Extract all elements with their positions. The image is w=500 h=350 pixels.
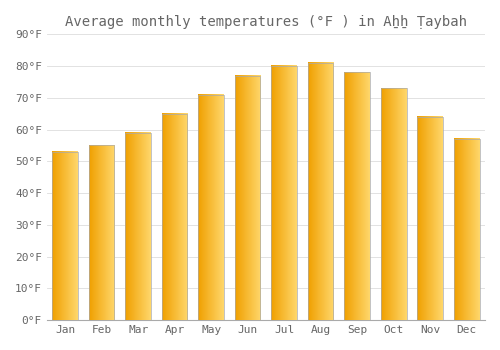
Bar [381,88,406,320]
Title: Average monthly temperatures (°F ) in Aẖẖ Ṭaybah: Average monthly temperatures (°F ) in Aẖ… [65,15,467,29]
Bar [418,117,443,320]
Bar [162,114,188,320]
Bar [308,63,334,320]
Bar [198,94,224,320]
Bar [235,76,260,320]
Bar [52,152,78,320]
Bar [272,66,297,320]
Bar [344,72,370,320]
Bar [126,133,151,320]
Bar [454,139,479,320]
Bar [89,146,114,320]
